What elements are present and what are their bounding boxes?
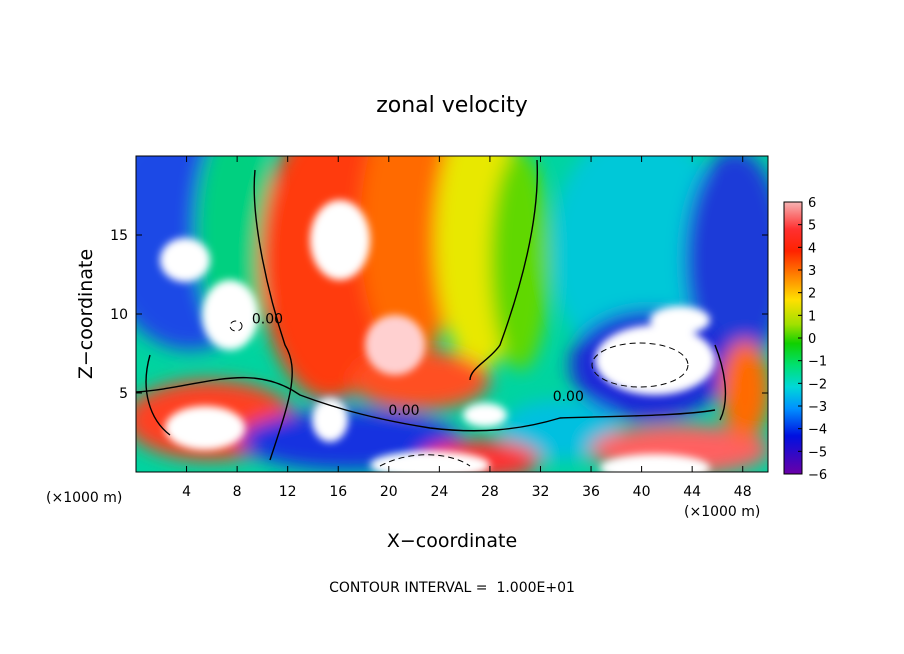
x-tick-label: 36: [582, 484, 600, 500]
x-tick-label: 24: [430, 484, 448, 500]
colorbar-tick-label: 0: [808, 332, 816, 347]
x-tick-label: 44: [683, 484, 701, 500]
colorbar-tick-label: −2: [808, 377, 827, 392]
contour-label: 0.00: [388, 403, 419, 419]
contour-label: 0.00: [252, 311, 283, 327]
colorbar-ticks: 6 5 4 3 2 1 0 −1 −2 −3 −4 −5 −6: [798, 196, 827, 483]
colorbar: 6 5 4 3 2 1 0 −1 −2 −3 −4 −5 −6: [783, 196, 827, 483]
y-tick-label: 5: [119, 386, 128, 402]
colorbar-tick-label: 5: [808, 219, 816, 234]
y-tick-label: 15: [110, 228, 128, 244]
x-tick-label: 28: [481, 484, 499, 500]
x-axis-ticks: 4 8 12 16 20 24 28 32 36 40 44 48: [182, 156, 752, 500]
contour-label: 0.00: [553, 389, 584, 405]
x-axis-label: X−coordinate: [387, 530, 517, 552]
heatmap-field: [136, 156, 768, 472]
x-tick-label: 32: [532, 484, 550, 500]
x-tick-label: 48: [734, 484, 752, 500]
x-unit-right: (×1000 m): [684, 504, 760, 520]
x-unit-left: (×1000 m): [46, 490, 122, 506]
x-tick-label: 8: [233, 484, 242, 500]
colorbar-tick-label: 2: [808, 287, 816, 302]
x-tick-label: 20: [380, 484, 398, 500]
colorbar-tick-label: 1: [808, 309, 816, 324]
y-axis-label: Z−coordinate: [75, 249, 97, 379]
x-tick-label: 16: [329, 484, 347, 500]
colorbar-tick-label: −1: [808, 355, 827, 370]
colorbar-tick-label: −6: [808, 468, 827, 483]
contour-labels: 0.00 0.00 0.00: [252, 311, 584, 419]
colorbar-tick-label: −3: [808, 400, 827, 415]
colorbar-tick-label: 4: [808, 241, 816, 256]
colorbar-tick-label: −5: [808, 445, 827, 460]
x-tick-label: 4: [182, 484, 191, 500]
colorbar-tick-label: 6: [808, 196, 816, 211]
y-axis-ticks: 5 10 15: [110, 228, 768, 402]
contour-interval-footer: CONTOUR INTERVAL = 1.000E+01: [329, 580, 575, 596]
chart-title: zonal velocity: [376, 93, 528, 118]
x-tick-label: 12: [279, 484, 297, 500]
x-tick-label: 40: [633, 484, 651, 500]
colorbar-tick-label: −4: [808, 423, 827, 438]
y-tick-label: 10: [110, 307, 128, 323]
colorbar-tick-label: 3: [808, 264, 816, 279]
